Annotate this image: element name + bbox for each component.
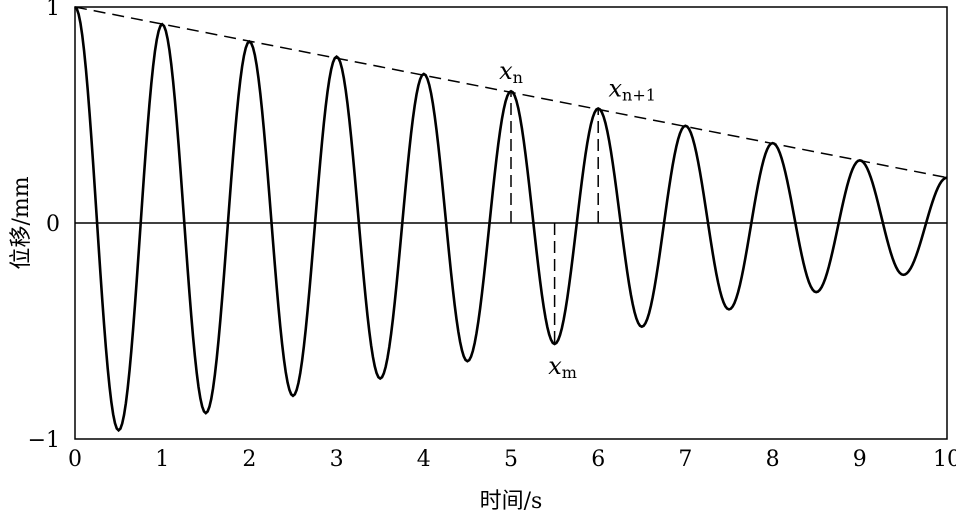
x-tick-label: 4 bbox=[417, 447, 431, 472]
annotation-label: xn+1 bbox=[608, 75, 655, 105]
chart-marks: xn xn+1 xm bbox=[74, 6, 948, 433]
x-tick-label: 8 bbox=[766, 447, 780, 472]
x-tick-label: 6 bbox=[591, 447, 605, 472]
annotation-label: xn bbox=[499, 57, 523, 87]
x-tick-label: 1 bbox=[155, 447, 169, 472]
y-tick-label: 0 bbox=[46, 212, 60, 237]
x-tick-label: 3 bbox=[330, 447, 344, 472]
y-axis-title: 位移/mm bbox=[9, 176, 34, 269]
x-axis-title: 时间/s bbox=[480, 489, 543, 514]
x-tick-label: 9 bbox=[853, 447, 867, 472]
x-tick-label: 10 bbox=[933, 447, 956, 472]
annotation-label: xm bbox=[548, 352, 577, 382]
x-tick-label: 7 bbox=[678, 447, 692, 472]
tick-labels: 0 1 2 3 4 5 6 7 8 9 10 −1 0 1 bbox=[28, 0, 956, 472]
x-tick-label: 2 bbox=[242, 447, 256, 472]
y-tick-label: 1 bbox=[46, 0, 60, 21]
x-tick-label: 0 bbox=[68, 447, 82, 472]
x-tick-label: 5 bbox=[504, 447, 518, 472]
y-tick-label: −1 bbox=[28, 428, 60, 453]
